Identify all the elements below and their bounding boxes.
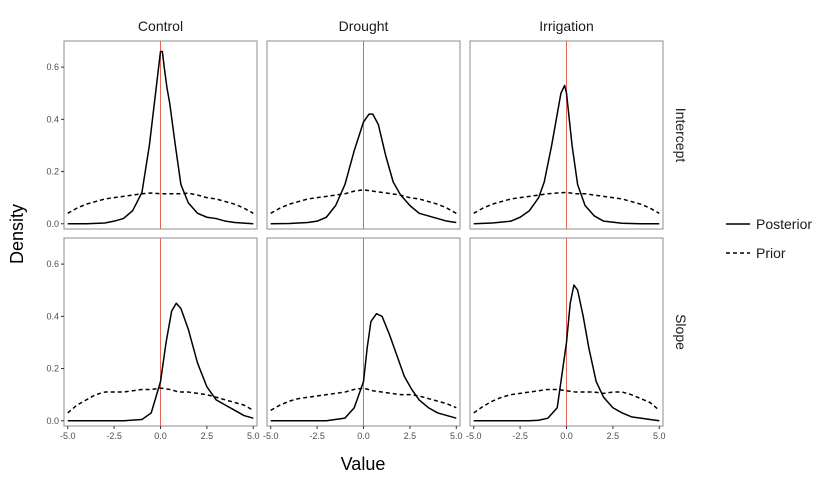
series-posterior-line <box>473 84 660 225</box>
x-tick-label: 5.0 <box>653 431 666 441</box>
y-tick-label: 0.2 <box>46 167 59 177</box>
x-tick-label: -5.0 <box>466 431 482 441</box>
strip-label-drought: Drought <box>339 18 389 34</box>
x-tick-label: 2.5 <box>404 431 417 441</box>
panel-irrigation-intercept <box>469 40 664 230</box>
x-tick-label: -2.5 <box>106 431 122 441</box>
panel-border <box>63 40 258 230</box>
x-tick-label: 5.0 <box>450 431 463 441</box>
x-tick-label: 2.5 <box>607 431 620 441</box>
strip-label-control: Control <box>138 18 183 34</box>
y-tick-label: 0.0 <box>46 219 59 229</box>
series-posterior-line <box>473 284 660 422</box>
panel-control-slope: 0.0 0.2 0.4 0.6 -5.0 -2.5 0.0 2.5 5.0 <box>46 237 260 441</box>
legend-prior-label: Prior <box>756 245 786 261</box>
x-tick-label: -2.5 <box>512 431 528 441</box>
panel-border <box>266 40 461 230</box>
panel-border <box>469 40 664 230</box>
y-tick-label: 0.6 <box>46 259 59 269</box>
strip-label-slope: Slope <box>673 314 689 350</box>
y-tick-label: 0.2 <box>46 364 59 374</box>
series-prior-line <box>67 387 254 414</box>
panel-drought-intercept <box>266 40 461 230</box>
x-tick-label: 0.0 <box>154 431 167 441</box>
y-tick-label: 0.4 <box>46 311 59 321</box>
series-posterior-line <box>270 113 457 225</box>
panels-layer: Control Drought Irrigation Intercept Slope 0.… <box>46 18 689 441</box>
x-tick-label: 2.5 <box>201 431 214 441</box>
series-prior-line <box>473 388 660 414</box>
x-tick-label: 0.0 <box>560 431 573 441</box>
legend-posterior-label: Posterior <box>756 216 812 232</box>
strip-label-irrigation: Irrigation <box>539 18 593 34</box>
strip-label-intercept: Intercept <box>673 108 689 163</box>
series-posterior-line <box>270 312 457 422</box>
panel-drought-slope: -5.0 -2.5 0.0 2.5 5.0 <box>263 237 463 441</box>
y-tick-label: 0.6 <box>46 62 59 72</box>
x-tick-label: -5.0 <box>263 431 279 441</box>
series-posterior-line <box>67 302 254 422</box>
y-axis-title: Density <box>7 204 27 264</box>
x-tick-label: -2.5 <box>309 431 325 441</box>
y-tick-label: 0.0 <box>46 416 59 426</box>
series-posterior-line <box>67 50 254 225</box>
y-tick-label: 0.4 <box>46 114 59 124</box>
x-tick-label: -5.0 <box>60 431 76 441</box>
x-tick-label: 5.0 <box>247 431 260 441</box>
x-tick-label: 0.0 <box>357 431 370 441</box>
panel-control-intercept: 0.0 0.2 0.4 0.6 <box>46 40 258 230</box>
x-axis-title: Value <box>341 454 386 474</box>
panel-irrigation-slope: -5.0 -2.5 0.0 2.5 5.0 <box>466 237 666 441</box>
legend: Posterior Prior <box>726 216 812 261</box>
